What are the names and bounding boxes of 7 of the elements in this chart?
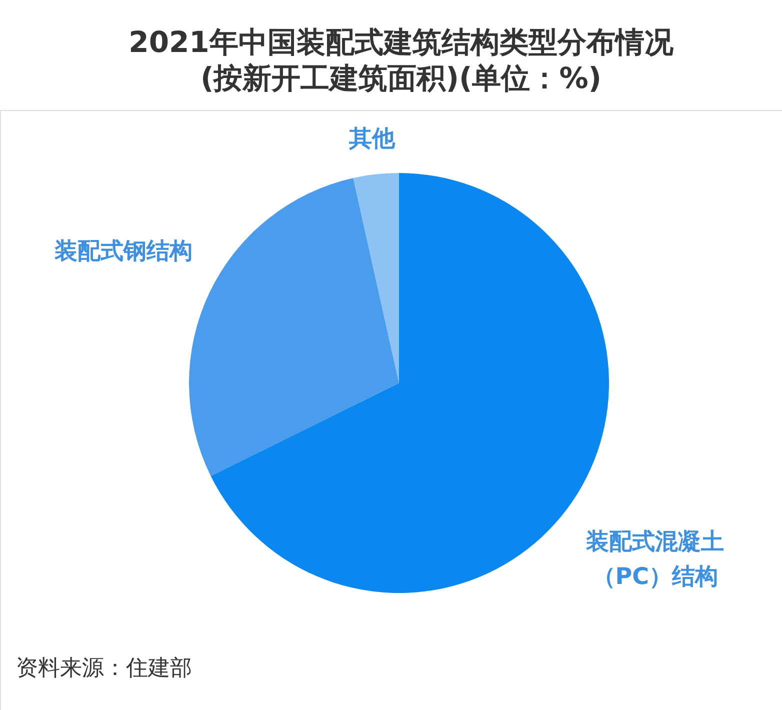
slice-label: 装配式混凝土（PC）结构: [585, 529, 724, 590]
text: 资料来源：住建部: [16, 656, 192, 681]
pie-slice: [353, 173, 399, 383]
slice-label: 其他: [348, 126, 396, 152]
slice-label: 装配式钢结构: [54, 238, 193, 264]
chart-title: 2021年中国装配式建筑结构类型分布情况(按新开工建筑面积)(单位：%): [128, 25, 674, 95]
pie-slice: [210, 173, 609, 593]
